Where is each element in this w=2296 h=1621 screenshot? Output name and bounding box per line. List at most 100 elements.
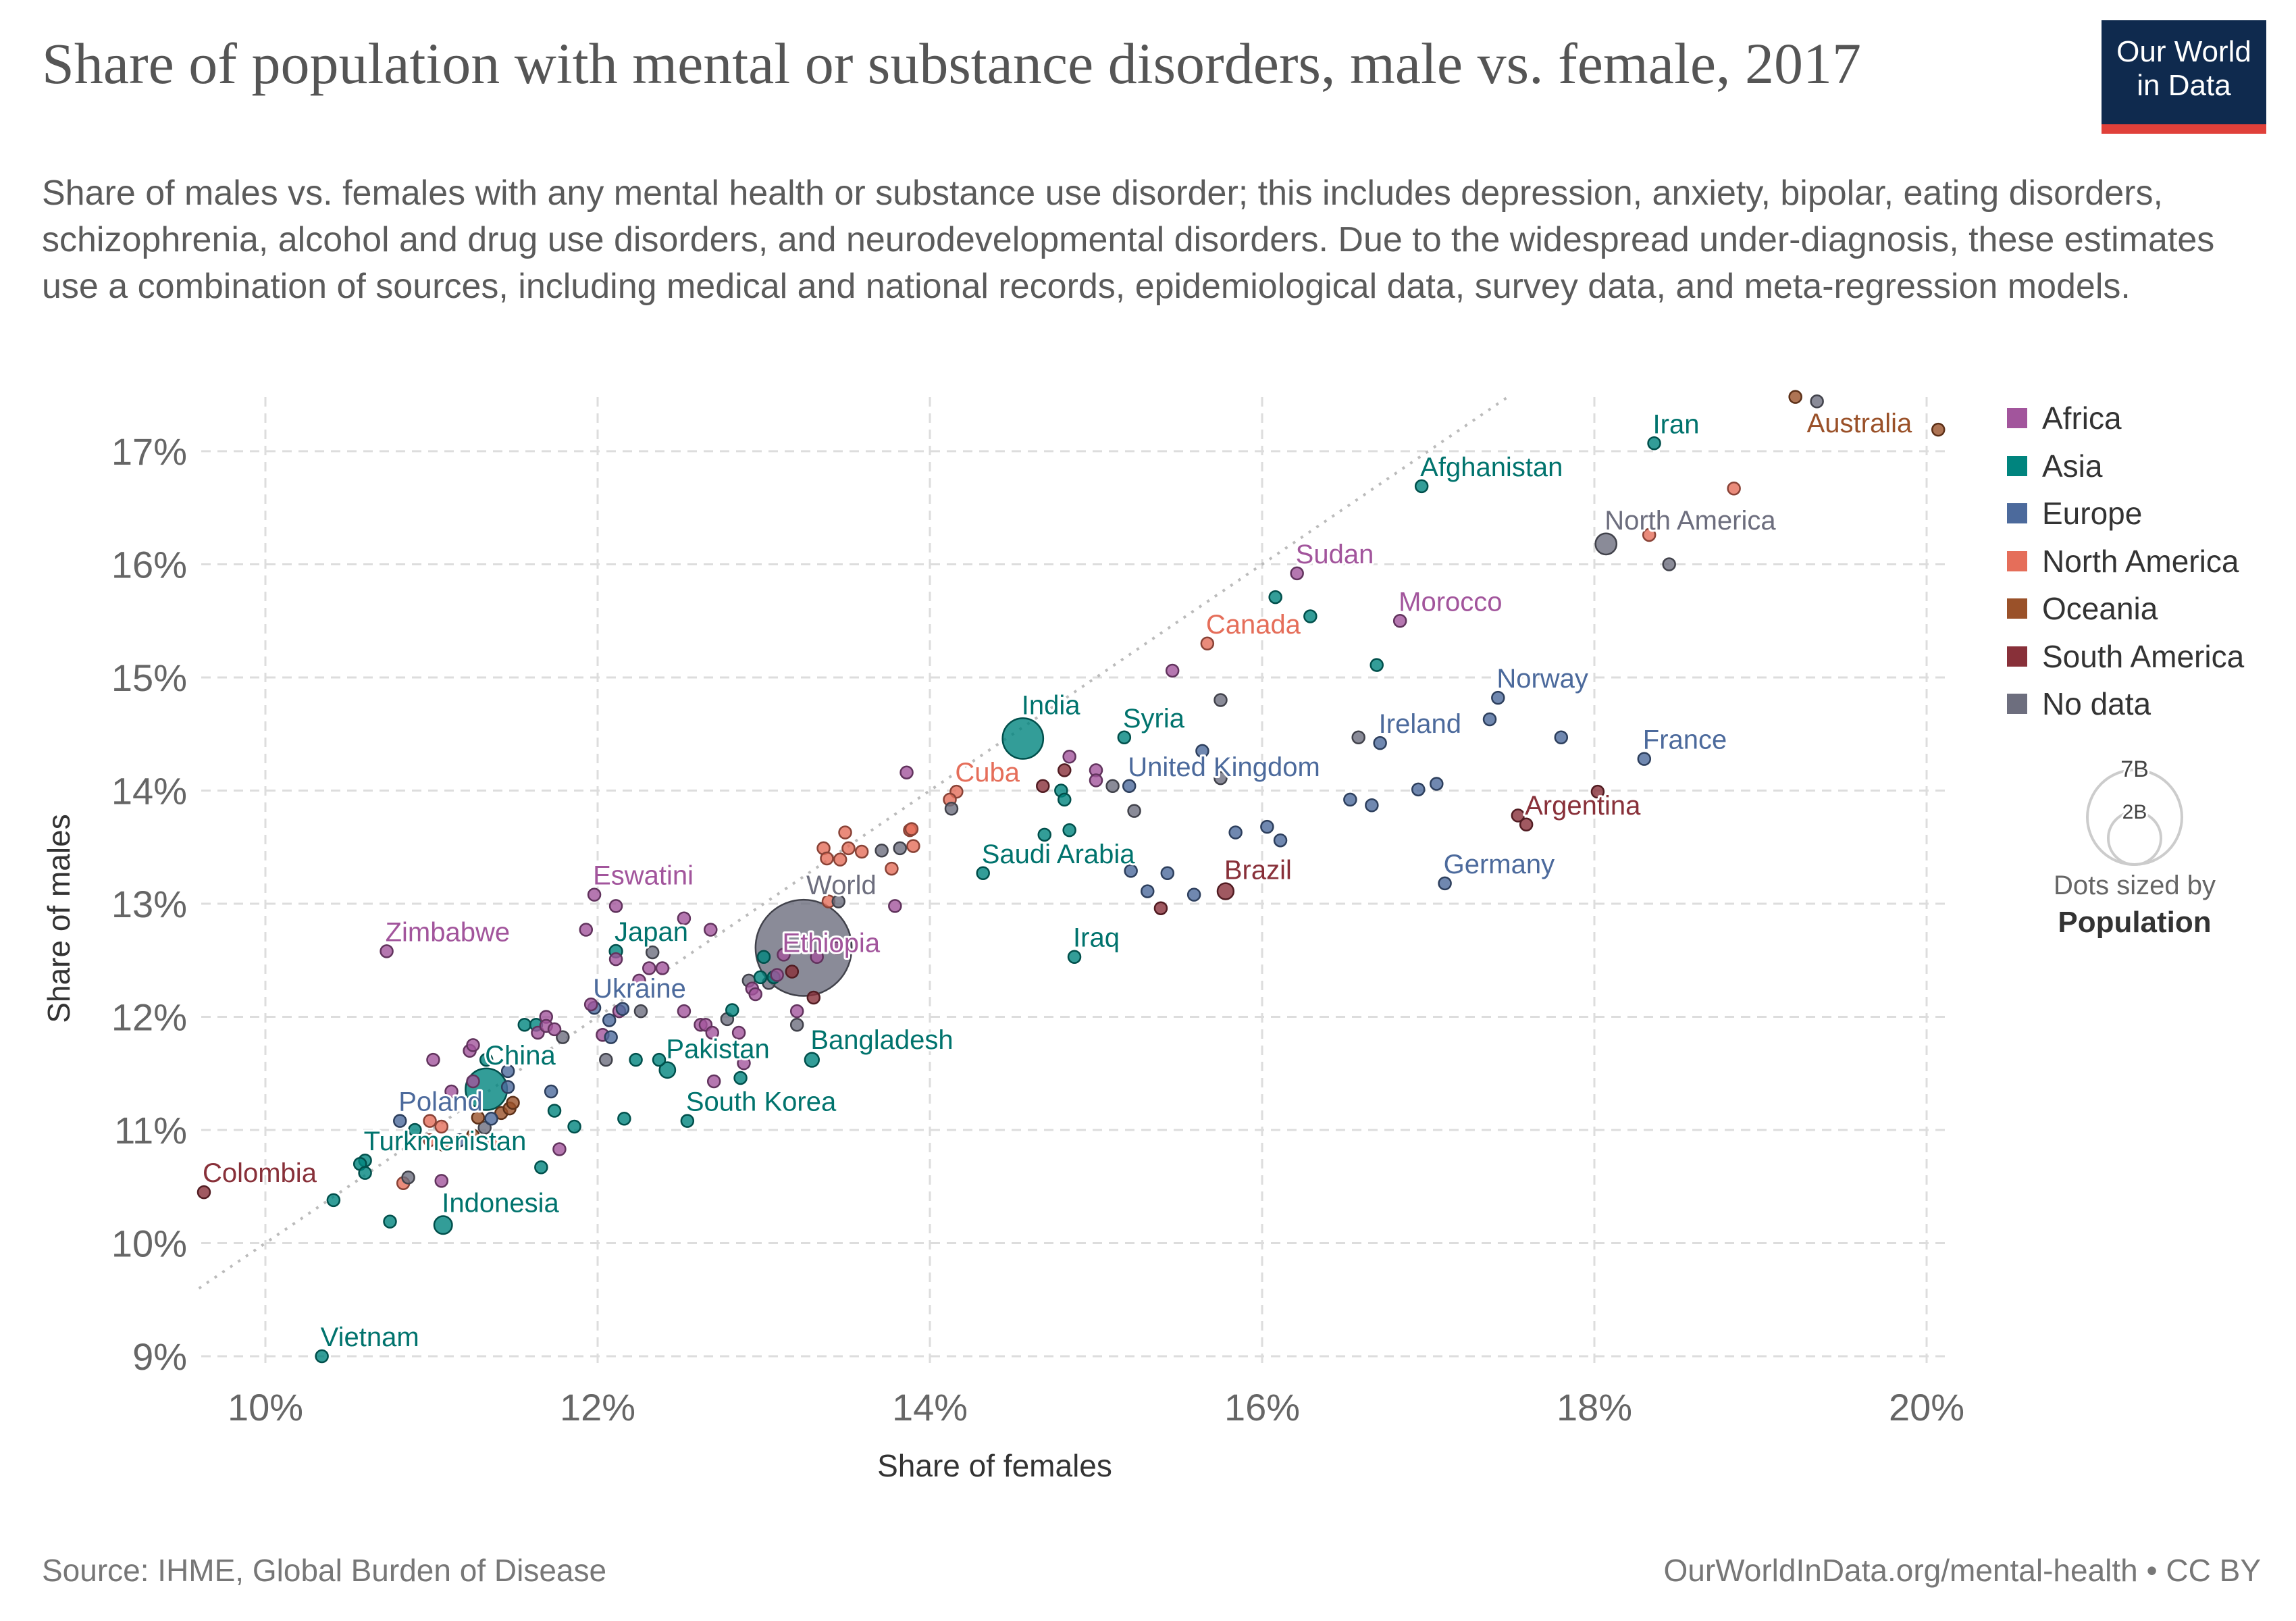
data-point[interactable] bbox=[517, 1017, 532, 1032]
data-point[interactable] bbox=[677, 1004, 692, 1019]
data-point[interactable] bbox=[1186, 887, 1201, 902]
data-point[interactable] bbox=[1260, 819, 1274, 834]
data-point[interactable] bbox=[567, 1119, 581, 1134]
data-point[interactable] bbox=[466, 1129, 480, 1143]
point-eswatini[interactable] bbox=[587, 887, 602, 902]
point-australia[interactable] bbox=[1931, 422, 1946, 437]
data-point[interactable] bbox=[1062, 823, 1076, 838]
data-point[interactable] bbox=[486, 1134, 500, 1148]
data-point[interactable] bbox=[1105, 779, 1120, 794]
point-canada[interactable] bbox=[1200, 636, 1215, 650]
data-point[interactable] bbox=[1642, 528, 1656, 542]
data-point[interactable] bbox=[737, 1056, 751, 1071]
data-point[interactable] bbox=[1662, 557, 1676, 571]
point-north-america[interactable] bbox=[1594, 532, 1618, 556]
legend-item-oceania[interactable]: Oceania bbox=[2007, 591, 2158, 626]
data-point[interactable] bbox=[810, 950, 824, 964]
data-point[interactable] bbox=[326, 1193, 341, 1208]
data-point[interactable] bbox=[1482, 712, 1497, 727]
data-point[interactable] bbox=[358, 1166, 372, 1180]
data-point[interactable] bbox=[434, 1174, 449, 1188]
data-point[interactable] bbox=[706, 1074, 721, 1089]
legend-item-no-data[interactable]: No data bbox=[2007, 686, 2151, 721]
data-point[interactable] bbox=[1788, 390, 1802, 404]
data-point[interactable] bbox=[829, 941, 844, 955]
point-ireland[interactable] bbox=[1373, 736, 1387, 750]
data-point[interactable] bbox=[725, 1003, 739, 1017]
data-point[interactable] bbox=[888, 899, 902, 913]
license-link[interactable]: OurWorldInData.org/mental-health • CC BY bbox=[1663, 1553, 2261, 1588]
point-zimbabwe[interactable] bbox=[380, 944, 394, 958]
data-point[interactable] bbox=[833, 852, 847, 867]
data-point[interactable] bbox=[615, 1002, 630, 1017]
point-vietnam[interactable] bbox=[315, 1349, 329, 1364]
data-point[interactable] bbox=[547, 1104, 562, 1118]
data-point[interactable] bbox=[1554, 730, 1569, 745]
data-point[interactable] bbox=[401, 1170, 415, 1185]
point-south-korea[interactable] bbox=[680, 1114, 695, 1128]
data-point[interactable] bbox=[820, 851, 834, 866]
data-point[interactable] bbox=[602, 1013, 617, 1027]
data-point[interactable] bbox=[733, 1071, 748, 1085]
data-point[interactable] bbox=[1727, 482, 1741, 496]
data-point[interactable] bbox=[1365, 798, 1379, 813]
data-point[interactable] bbox=[841, 841, 856, 856]
point-brazil[interactable] bbox=[1216, 882, 1235, 900]
point-afghanistan[interactable] bbox=[1414, 479, 1429, 494]
data-point[interactable] bbox=[645, 945, 660, 960]
data-point[interactable] bbox=[1160, 866, 1175, 881]
point-poland[interactable] bbox=[393, 1114, 407, 1128]
data-point[interactable] bbox=[1369, 658, 1384, 672]
data-point[interactable] bbox=[604, 1030, 618, 1044]
data-point[interactable] bbox=[1273, 833, 1288, 848]
legend-item-europe[interactable]: Europe bbox=[2007, 496, 2142, 531]
data-point[interactable] bbox=[608, 899, 623, 913]
data-point[interactable] bbox=[1036, 779, 1050, 794]
point-iraq[interactable] bbox=[1067, 950, 1082, 964]
data-point[interactable] bbox=[875, 844, 889, 858]
data-point[interactable] bbox=[756, 950, 771, 964]
data-point[interactable] bbox=[552, 1142, 567, 1156]
data-point[interactable] bbox=[506, 1096, 520, 1110]
data-point[interactable] bbox=[452, 1133, 467, 1148]
data-point[interactable] bbox=[655, 961, 670, 975]
point-ethiopia[interactable] bbox=[777, 948, 791, 962]
data-point[interactable] bbox=[500, 1080, 515, 1094]
legend-item-asia[interactable]: Asia bbox=[2007, 448, 2102, 484]
data-point[interactable] bbox=[579, 923, 594, 937]
data-point[interactable] bbox=[642, 961, 656, 975]
data-point[interactable] bbox=[471, 1110, 486, 1125]
legend-item-south-america[interactable]: South America bbox=[2007, 639, 2244, 674]
data-point[interactable] bbox=[477, 1121, 492, 1135]
data-point[interactable] bbox=[617, 1112, 631, 1126]
point-syria[interactable] bbox=[1117, 730, 1132, 745]
data-point[interactable] bbox=[753, 970, 768, 985]
data-point[interactable] bbox=[906, 839, 920, 853]
data-point[interactable] bbox=[599, 1052, 613, 1067]
data-point[interactable] bbox=[789, 1017, 804, 1032]
data-point[interactable] bbox=[423, 1114, 437, 1128]
legend-item-north-america[interactable]: North America bbox=[2007, 544, 2239, 579]
data-point[interactable] bbox=[608, 952, 623, 967]
point-colombia[interactable] bbox=[197, 1185, 211, 1200]
data-point[interactable] bbox=[677, 911, 692, 926]
data-point[interactable] bbox=[1411, 782, 1426, 797]
data-point[interactable] bbox=[629, 1052, 643, 1067]
data-point[interactable] bbox=[436, 1137, 450, 1152]
point-sudan[interactable] bbox=[1290, 566, 1304, 581]
point-india[interactable] bbox=[1001, 717, 1045, 760]
data-point[interactable] bbox=[1058, 792, 1072, 807]
point-morocco[interactable] bbox=[1392, 614, 1407, 628]
data-point[interactable] bbox=[1089, 773, 1103, 788]
data-point[interactable] bbox=[1511, 808, 1525, 823]
point-indonesia[interactable] bbox=[433, 1215, 453, 1235]
data-point[interactable] bbox=[806, 990, 821, 1005]
data-point[interactable] bbox=[632, 973, 646, 988]
data-point[interactable] bbox=[899, 765, 914, 779]
data-point[interactable] bbox=[434, 1119, 449, 1134]
data-point[interactable] bbox=[1214, 693, 1228, 707]
data-point[interactable] bbox=[885, 861, 899, 876]
data-point[interactable] bbox=[547, 1022, 562, 1037]
data-point[interactable] bbox=[1810, 394, 1824, 409]
owid-logo[interactable]: Our World in Data bbox=[2102, 20, 2266, 134]
